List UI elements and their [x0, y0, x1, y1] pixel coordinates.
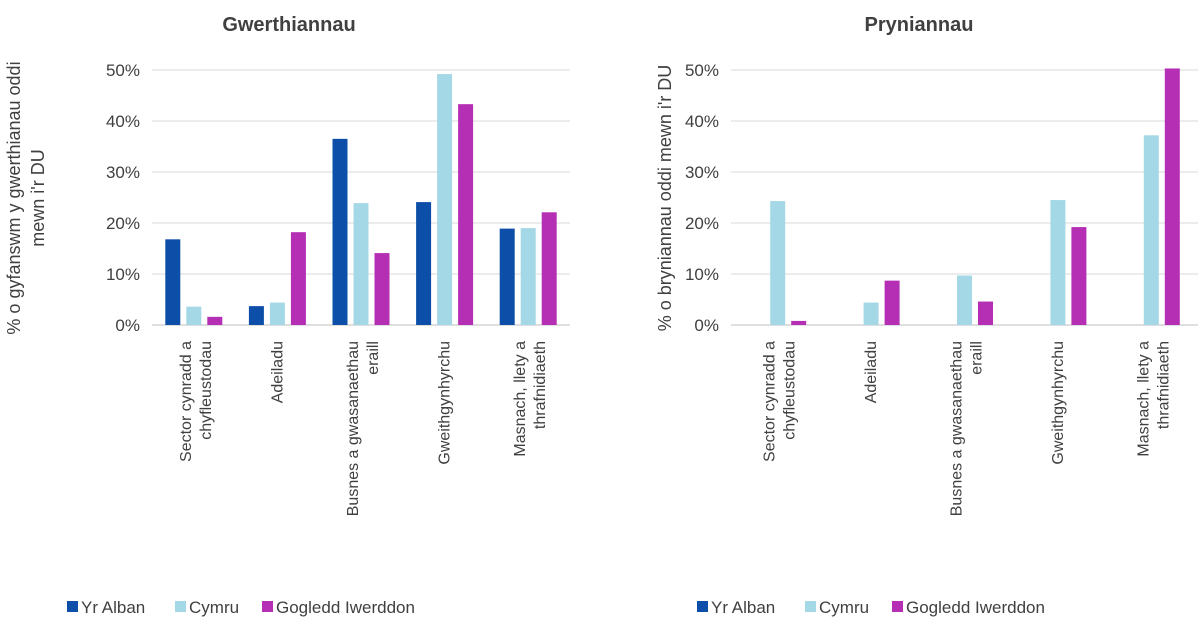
- x-tick-label-line: Sector cynradd a: [762, 341, 779, 462]
- x-tick-label: Sector cynradd a chyfleustodau: [762, 341, 799, 462]
- bar-cymru: [957, 275, 972, 325]
- legend-swatch: [67, 601, 78, 612]
- y-tick-label: 10%: [685, 265, 719, 284]
- legend-label: Yr Alban: [711, 598, 775, 617]
- legend-label: Gogledd Iwerddon: [276, 598, 415, 617]
- bar-gogledd-iwerddon: [884, 280, 900, 325]
- x-tick-label: Gweithgynhyrchu: [1050, 341, 1067, 465]
- x-tick-label-line: eraill: [365, 341, 382, 375]
- legend-swatch: [175, 601, 186, 612]
- y-axis-label-line: mewn i'r DU: [28, 149, 48, 246]
- bar-gogledd-iwerddon: [791, 320, 807, 325]
- bar-cymru: [1050, 200, 1066, 325]
- y-tick-label: 0%: [694, 316, 719, 335]
- x-tick-label-line: thrafnidiaeth: [1155, 341, 1172, 429]
- y-tick-label: 20%: [685, 214, 719, 233]
- x-tick-label-line: Masnach, llety a: [1135, 341, 1152, 457]
- legend-swatch: [697, 601, 708, 612]
- x-tick-label: Gweithgynhyrchu: [437, 341, 454, 465]
- y-tick-label: 0%: [115, 316, 140, 335]
- y-axis-label-line: % o bryniannau oddi mewn i'r DU: [655, 65, 675, 332]
- y-axis-label: % o gyfanswm y gwerthianau oddi mewn i'r …: [4, 61, 48, 334]
- chart-title: Gwerthiannau: [222, 14, 355, 36]
- x-tick-label-line: Masnach, llety a: [512, 341, 529, 457]
- x-tick-label-line: Gweithgynhyrchu: [437, 341, 454, 465]
- x-tick-label-line: eraill: [969, 341, 986, 375]
- y-tick-label: 50%: [685, 61, 719, 80]
- legend-label: Cymru: [819, 598, 869, 617]
- legend-swatch: [892, 601, 903, 612]
- y-tick-label: 40%: [106, 112, 140, 131]
- bar-gogledd-iwerddon: [458, 104, 474, 325]
- y-tick-label: 40%: [685, 112, 719, 131]
- x-tick-label: Busnes a gwasanaethau eraill: [949, 341, 986, 516]
- x-tick-label: Adeiladu: [269, 341, 286, 403]
- y-tick-label: 10%: [106, 265, 140, 284]
- x-tick-label: Masnach, llety a thrafnidiaeth: [512, 341, 549, 457]
- x-tick-label-line: Gweithgynhyrchu: [1050, 341, 1067, 465]
- legend-swatch: [805, 601, 816, 612]
- chart-panel-0: Gwerthiannau 0% 10% 20% 30% 40% 50% % o gyfansw…: [4, 14, 570, 617]
- x-tick-label: Adeiladu: [863, 341, 880, 403]
- legend-label: Gogledd Iwerddon: [906, 598, 1045, 617]
- bar-yr-alban: [248, 306, 264, 325]
- bar-cymru: [269, 302, 285, 325]
- bar-cymru: [353, 203, 369, 325]
- x-tick-label-line: chyfleustodau: [782, 341, 799, 440]
- x-tick-label: Sector cynradd a chyfleustodau: [178, 341, 215, 462]
- chart-title: Pryniannau: [865, 14, 974, 36]
- bar-cymru: [437, 74, 453, 325]
- y-tick-label: 50%: [106, 61, 140, 80]
- bar-cymru: [1143, 135, 1159, 325]
- bar-yr-alban: [332, 138, 348, 325]
- legend-label: Cymru: [189, 598, 239, 617]
- bar-gogledd-iwerddon: [1164, 68, 1180, 325]
- bar-cymru: [770, 201, 786, 325]
- x-tick-label: Masnach, llety a thrafnidiaeth: [1135, 341, 1172, 457]
- x-tick-label-line: Busnes a gwasanaethau: [345, 341, 362, 516]
- y-axis-label: % o bryniannau oddi mewn i'r DU: [655, 65, 675, 332]
- bar-yr-alban: [499, 228, 515, 325]
- legend: Yr Alban Cymru Gogledd Iwerddon: [697, 598, 1045, 617]
- chart-panel-1: Pryniannau 0% 10% 20% 30% 40% 50% % o brynianna…: [655, 14, 1198, 617]
- bar-gogledd-iwerddon: [290, 232, 306, 325]
- x-tick-label-line: chyfleustodau: [198, 341, 215, 440]
- y-tick-label: 30%: [685, 163, 719, 182]
- x-tick-label-line: thrafnidiaeth: [532, 341, 549, 429]
- legend-label: Yr Alban: [81, 598, 145, 617]
- bar-gogledd-iwerddon: [207, 316, 223, 325]
- x-tick-label: Busnes a gwasanaethau eraill: [345, 341, 382, 516]
- bar-cymru: [186, 306, 202, 325]
- x-tick-label-line: Adeiladu: [863, 341, 880, 403]
- bar-yr-alban: [165, 239, 181, 325]
- legend-swatch: [262, 601, 273, 612]
- x-tick-label-line: Sector cynradd a: [178, 341, 195, 462]
- bar-gogledd-iwerddon: [541, 212, 557, 325]
- x-tick-label-line: Busnes a gwasanaethau: [949, 341, 966, 516]
- bar-cymru: [520, 228, 536, 325]
- y-axis-label-line: % o gyfanswm y gwerthianau oddi: [4, 61, 24, 334]
- legend: Yr Alban Cymru Gogledd Iwerddon: [67, 598, 415, 617]
- x-tick-label-line: Adeiladu: [269, 341, 286, 403]
- bar-gogledd-iwerddon: [978, 301, 993, 325]
- bar-gogledd-iwerddon: [1071, 227, 1087, 325]
- y-tick-label: 20%: [106, 214, 140, 233]
- y-tick-label: 30%: [106, 163, 140, 182]
- bar-cymru: [863, 302, 879, 325]
- bar-yr-alban: [416, 202, 432, 325]
- bar-gogledd-iwerddon: [374, 253, 390, 325]
